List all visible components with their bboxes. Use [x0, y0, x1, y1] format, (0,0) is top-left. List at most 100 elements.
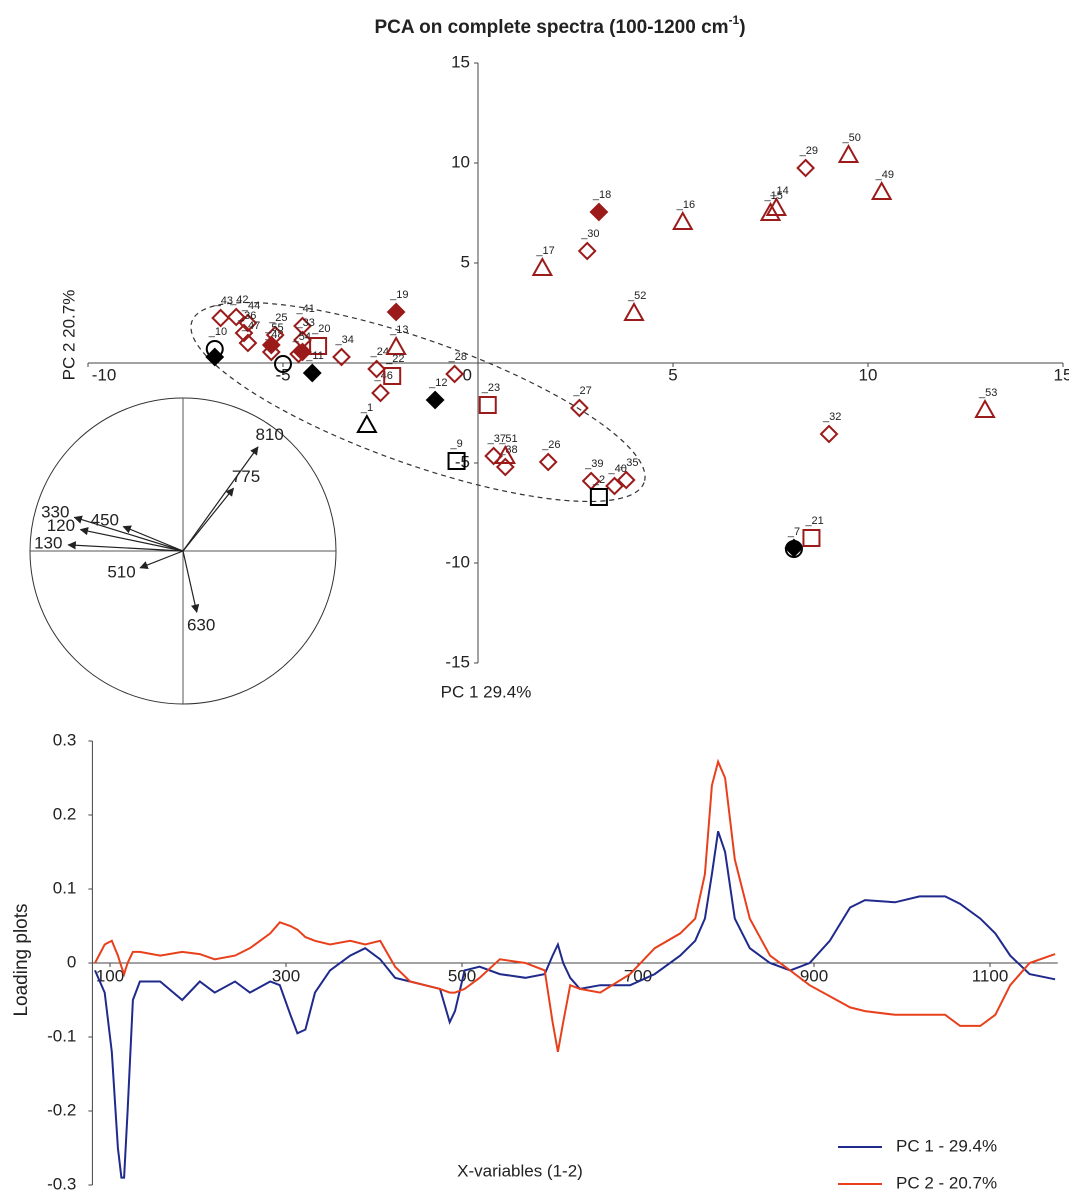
point-label: _1 [360, 402, 373, 414]
x-tick-label: 10 [859, 365, 878, 384]
y-tick-label: -5 [455, 452, 470, 471]
point [425, 390, 445, 410]
point-label: _33 [296, 317, 315, 329]
point [494, 444, 517, 464]
point-label: _13 [389, 324, 408, 336]
y-axis-label: PC 2 20.7% [59, 290, 78, 381]
loading-arrow [67, 541, 184, 552]
point [484, 446, 504, 466]
y-tick-label: -10 [445, 552, 470, 571]
point [796, 158, 816, 178]
y-tick-label: -0.2 [47, 1100, 76, 1119]
point [478, 396, 497, 414]
point-label: _40 [608, 463, 627, 475]
point [569, 398, 589, 418]
point [234, 323, 254, 343]
loading-label: 775 [232, 467, 260, 486]
y-tick-label: 0.1 [53, 878, 77, 897]
point-label: _35 [619, 457, 638, 469]
point-label: _29 [799, 145, 818, 157]
loading-line [94, 830, 1056, 1179]
point [531, 256, 554, 276]
point-label: _46 [374, 370, 393, 382]
y-tick-label: 0.2 [53, 804, 77, 823]
cluster-ellipse [190, 301, 646, 503]
point [383, 367, 402, 385]
point [819, 424, 839, 444]
point [261, 342, 281, 362]
point-label: _36 [237, 310, 256, 322]
point [577, 241, 597, 261]
y-tick-label: -0.3 [47, 1174, 76, 1193]
point [447, 452, 466, 470]
point [238, 333, 258, 353]
point [226, 307, 246, 327]
x-tick-label: 0 [463, 365, 472, 384]
point [386, 302, 406, 322]
loading-label: 120 [47, 516, 75, 535]
point [211, 308, 231, 328]
point-label: _49 [875, 169, 894, 181]
point-label: _53 [978, 387, 997, 399]
point [238, 313, 258, 333]
point-label: _21 [804, 515, 823, 527]
point-label: _55 [264, 322, 283, 334]
point-label: _25 [268, 312, 287, 324]
point-label: _15 [764, 190, 783, 202]
point-label: _26 [541, 439, 560, 451]
point [302, 363, 322, 383]
point-label: _20 [311, 323, 330, 335]
y-tick-label: 0.3 [53, 730, 77, 749]
loading-arrow [182, 487, 235, 552]
y-tick-label: 15 [451, 52, 470, 71]
point-label: _19 [389, 289, 408, 301]
point-label: _18 [592, 189, 611, 201]
loading-arrow [182, 550, 200, 614]
point [616, 470, 636, 490]
legend-label: PC 2 - 20.7% [896, 1173, 997, 1192]
point [784, 540, 803, 558]
point [274, 355, 292, 373]
point [538, 452, 558, 472]
point [672, 210, 694, 230]
point-label: _52 [627, 290, 646, 302]
point-label: _39 [584, 458, 603, 470]
point [589, 488, 608, 506]
y-tick-label: 0 [67, 952, 76, 971]
point [371, 383, 390, 403]
point-label: _14 [769, 185, 788, 197]
x-tick-label: 5 [668, 365, 677, 384]
point-label: _10 [208, 326, 227, 338]
point-label: _37 [487, 433, 506, 445]
loading-arrow [182, 446, 259, 552]
point [445, 364, 465, 384]
x-tick-label: 900 [800, 966, 828, 985]
point-label: _44 [241, 300, 260, 312]
point-label: _28 [448, 351, 467, 363]
loading-label: 330 [41, 503, 69, 522]
loading-label: 450 [91, 511, 119, 530]
point [205, 340, 224, 358]
point [293, 342, 312, 362]
point-label: _12 [428, 377, 447, 389]
point [870, 180, 893, 200]
loading-label: 810 [255, 425, 283, 444]
y-axis-label: Loading plots [11, 903, 32, 1016]
loading-label: 630 [187, 615, 215, 634]
point-label: _54 [292, 331, 311, 343]
point-label: _50 [842, 132, 861, 144]
point-label: _32 [822, 411, 841, 423]
point-label: _51 [498, 433, 517, 445]
x-axis-label: PC 1 29.4% [441, 682, 532, 701]
point-label: _23 [481, 382, 500, 394]
point-label: _47 [241, 320, 260, 332]
point-label: _27 [572, 385, 591, 397]
legend-label: PC 1 - 29.4% [896, 1136, 997, 1155]
y-tick-label: -0.1 [47, 1026, 76, 1045]
point-label: _42 [229, 294, 248, 306]
point-label: _16 [676, 199, 695, 211]
point-label: _41 [296, 303, 315, 315]
point [356, 413, 378, 433]
loading-arrow [73, 515, 184, 552]
